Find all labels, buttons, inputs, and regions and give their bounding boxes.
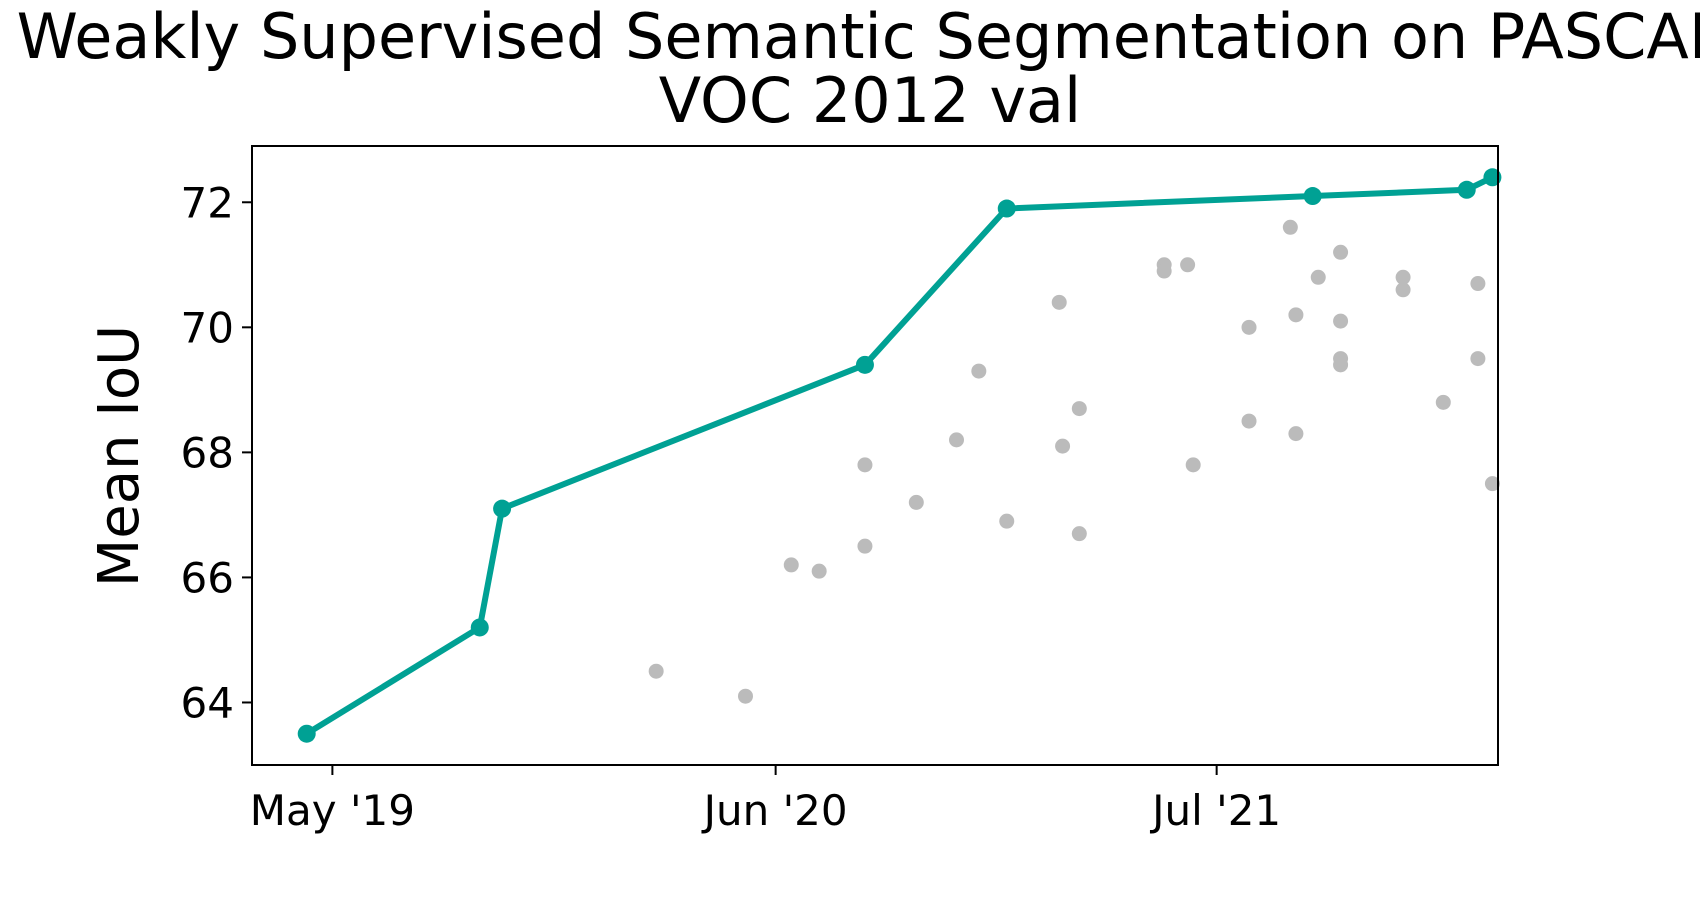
other-method-point bbox=[737, 688, 753, 704]
y-axis: 64 66 68 70 72 bbox=[181, 178, 252, 727]
sota-point bbox=[1483, 168, 1502, 187]
other-method-point bbox=[648, 663, 664, 679]
y-tick-label: 68 bbox=[181, 428, 234, 477]
other-method-point bbox=[1055, 438, 1071, 454]
other-method-point bbox=[1180, 257, 1196, 273]
plot-area bbox=[297, 168, 1502, 743]
plot-frame bbox=[251, 145, 1499, 766]
other-method-point bbox=[1071, 526, 1087, 542]
other-method-point bbox=[1333, 244, 1349, 260]
other-method-point bbox=[857, 457, 873, 473]
other-method-point bbox=[1470, 351, 1486, 367]
x-axis: May '19 Jun '20 Jul '21 bbox=[250, 765, 1281, 835]
other-method-point bbox=[1333, 357, 1349, 373]
other-method-point bbox=[1484, 476, 1500, 492]
other-method-point bbox=[1185, 457, 1201, 473]
y-tick-label: 66 bbox=[181, 553, 234, 602]
sota-line bbox=[303, 174, 1496, 737]
other-method-point bbox=[908, 494, 924, 510]
chart-title-line2: VOC 2012 val bbox=[659, 64, 1082, 137]
other-method-point bbox=[857, 538, 873, 554]
other-method-point bbox=[1395, 269, 1411, 285]
y-tick-label: 64 bbox=[181, 678, 234, 727]
other-method-point bbox=[1051, 294, 1067, 310]
other-method-point bbox=[811, 563, 827, 579]
sota-point bbox=[493, 499, 512, 518]
chart-title-line1: Weakly Supervised Semantic Segmentation … bbox=[17, 0, 1700, 73]
other-method-point bbox=[1333, 313, 1349, 329]
other-method-point bbox=[971, 363, 987, 379]
y-tick-label: 72 bbox=[181, 178, 234, 227]
other-method-point bbox=[949, 432, 965, 448]
x-tick-label: Jul '21 bbox=[1149, 786, 1281, 835]
other-method-point bbox=[1071, 401, 1087, 417]
other-method-point bbox=[999, 513, 1015, 529]
other-method-point bbox=[1435, 394, 1451, 410]
sota-point bbox=[297, 724, 316, 743]
x-tick-label: May '19 bbox=[250, 786, 415, 835]
y-tick-label: 70 bbox=[181, 303, 234, 352]
other-method-point bbox=[1288, 426, 1304, 442]
other-method-point bbox=[1310, 269, 1326, 285]
other-method-point bbox=[1241, 413, 1257, 429]
y-axis-label: Mean IoU bbox=[87, 325, 152, 587]
other-method-point bbox=[1288, 307, 1304, 323]
other-method-point bbox=[1470, 276, 1486, 292]
sota-point bbox=[1303, 187, 1322, 206]
sota-point bbox=[855, 355, 874, 374]
sota-point bbox=[470, 618, 489, 637]
other-method-point bbox=[1395, 282, 1411, 298]
other-method-point bbox=[783, 557, 799, 573]
x-tick-label: Jun '20 bbox=[701, 786, 848, 835]
other-method-point bbox=[1241, 319, 1257, 335]
other-method-point bbox=[1282, 219, 1298, 235]
sota-point bbox=[997, 199, 1016, 218]
sota-point bbox=[1457, 180, 1476, 199]
other-method-point bbox=[1156, 263, 1172, 279]
